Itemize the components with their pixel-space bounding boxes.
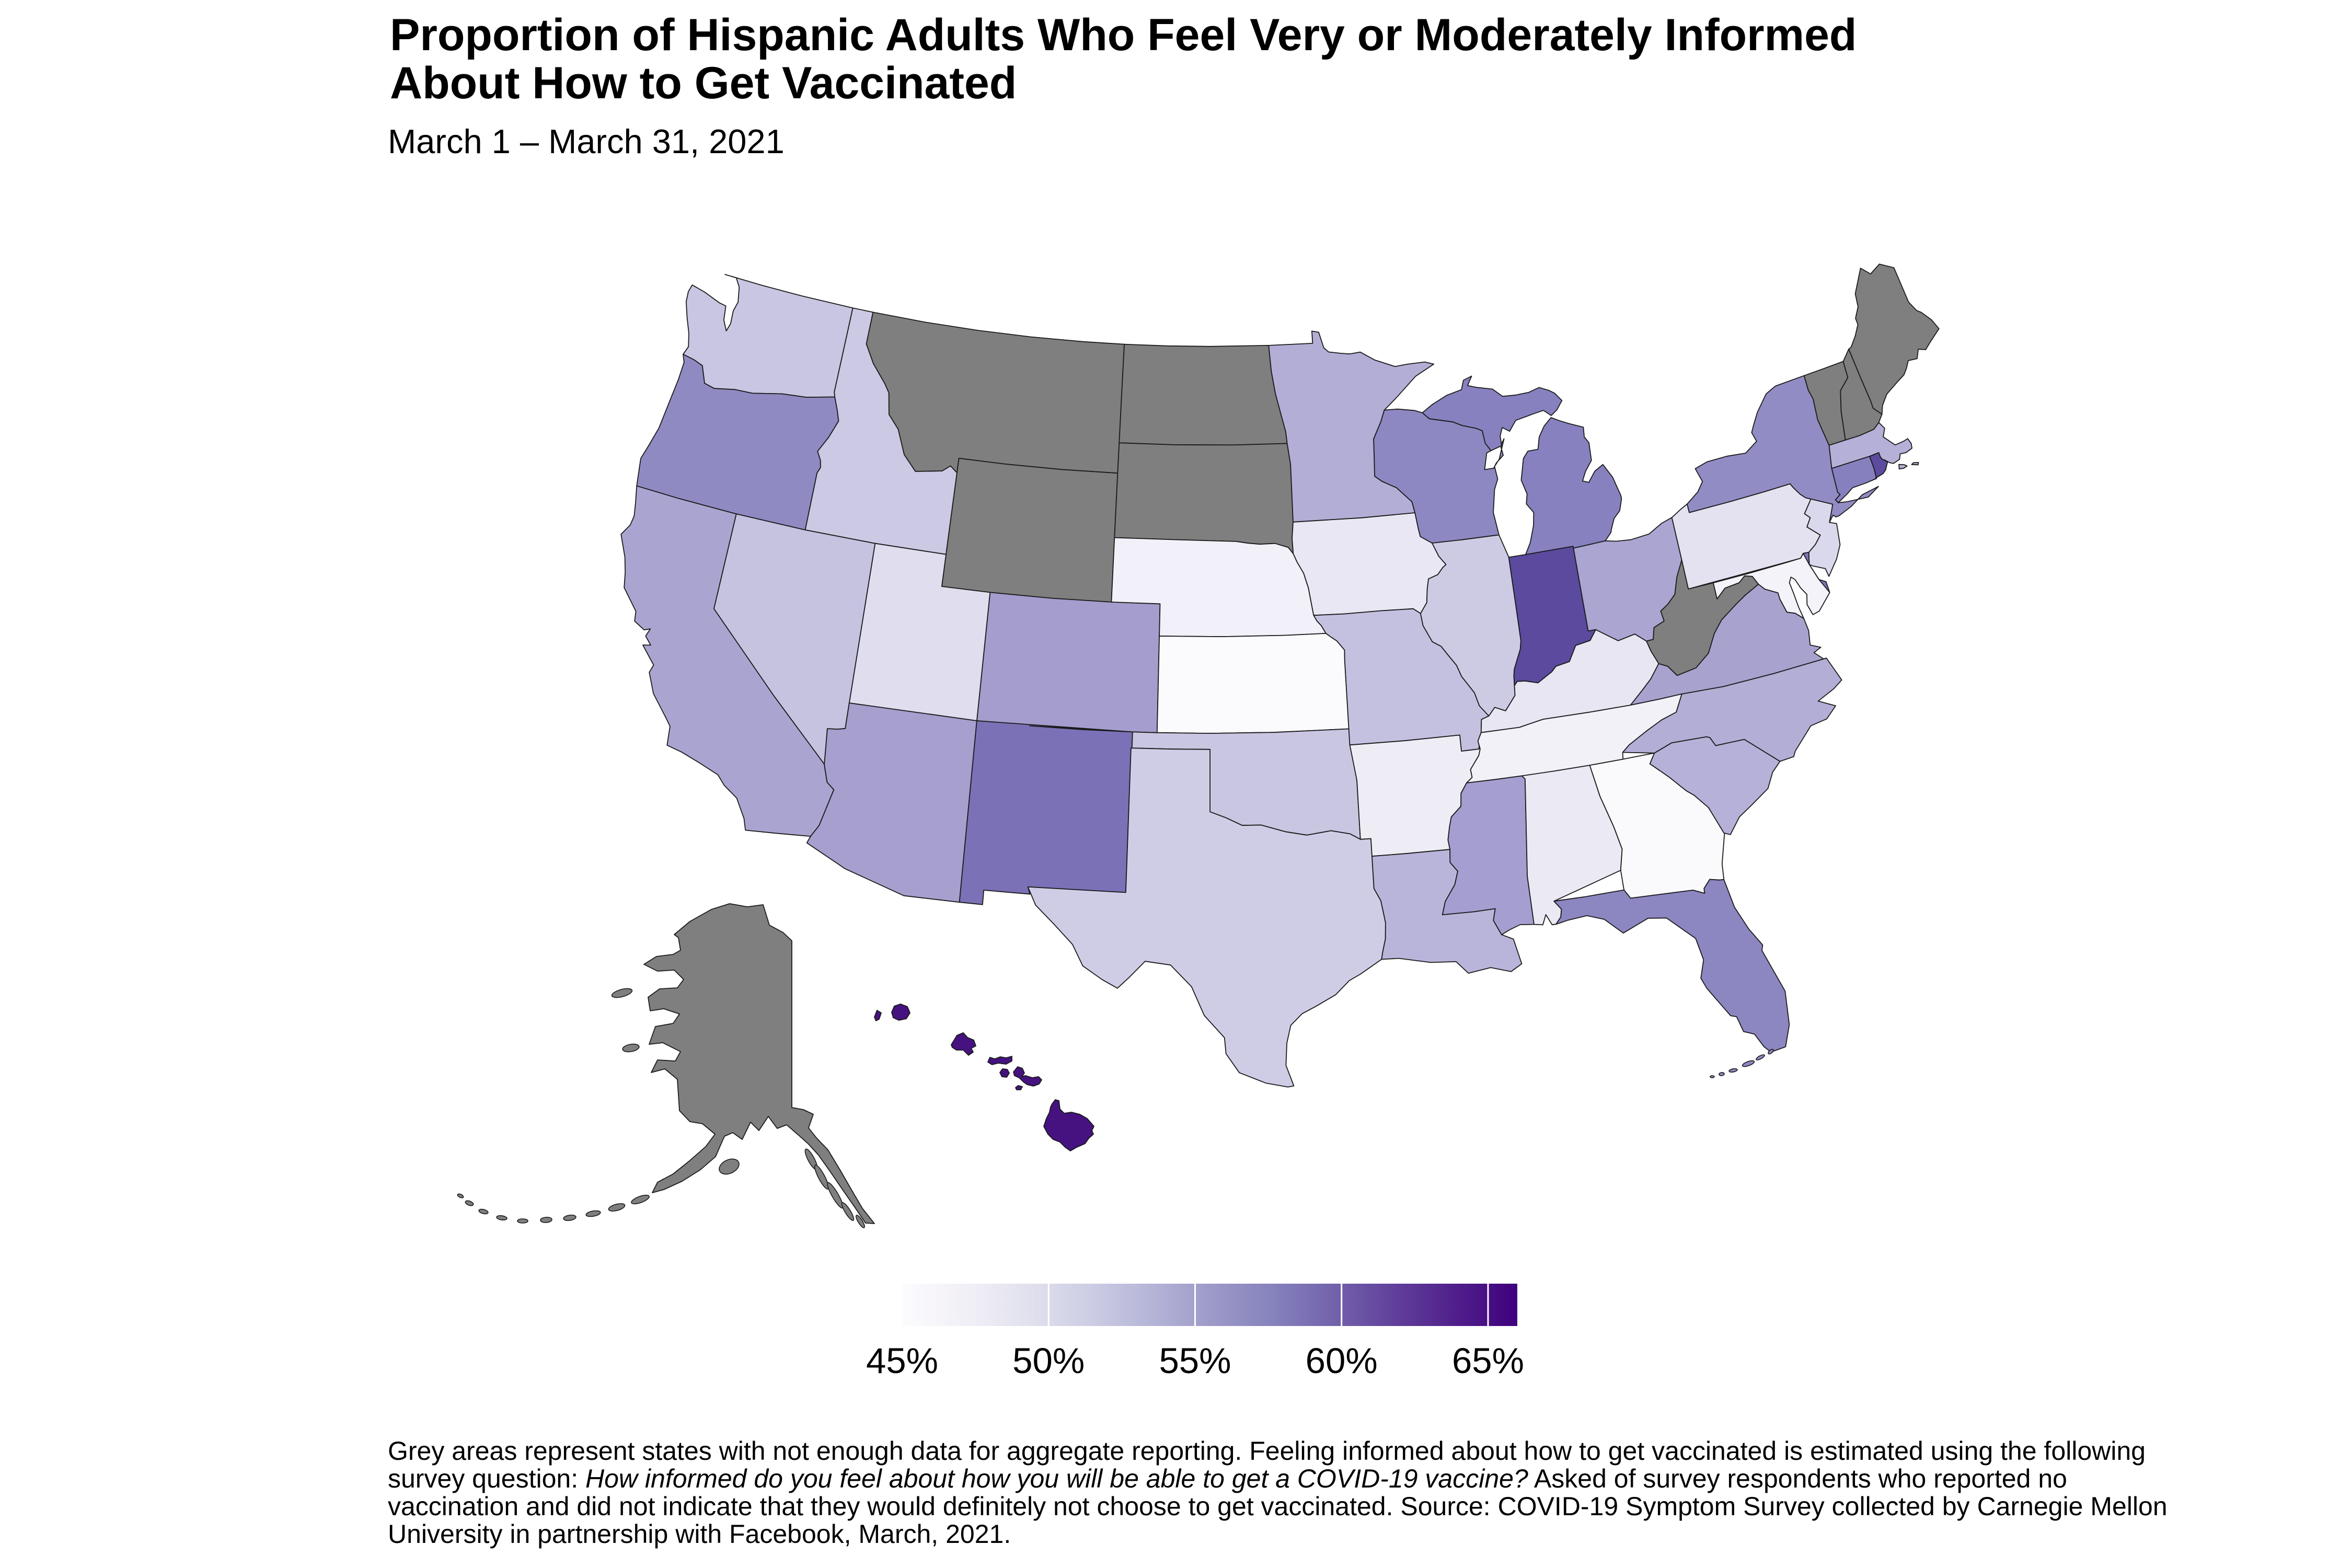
svg-text:60%: 60% — [1306, 1341, 1378, 1381]
svg-text:vaccination and did not indica: vaccination and did not indicate that th… — [388, 1492, 2167, 1521]
svg-text:Proportion of Hispanic Adults: Proportion of Hispanic Adults Who Feel V… — [390, 10, 1857, 60]
svg-text:Grey areas represent states wi: Grey areas represent states with not eno… — [388, 1436, 2146, 1466]
svg-text:About How to Get Vaccinated: About How to Get Vaccinated — [390, 58, 1017, 108]
svg-text:50%: 50% — [1012, 1341, 1085, 1381]
svg-text:March 1 – March 31, 2021: March 1 – March 31, 2021 — [388, 122, 785, 160]
svg-text:55%: 55% — [1159, 1341, 1231, 1381]
svg-text:survey question: How informed: survey question: How informed do you fee… — [388, 1464, 2067, 1493]
svg-text:65%: 65% — [1452, 1341, 1524, 1381]
svg-text:University in partnership with: University in partnership with Facebook,… — [388, 1519, 1011, 1549]
svg-text:45%: 45% — [866, 1341, 938, 1381]
